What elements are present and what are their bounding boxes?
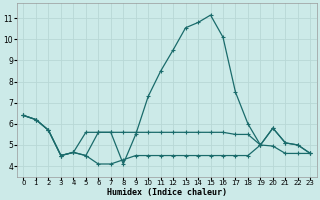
- X-axis label: Humidex (Indice chaleur): Humidex (Indice chaleur): [107, 188, 227, 197]
